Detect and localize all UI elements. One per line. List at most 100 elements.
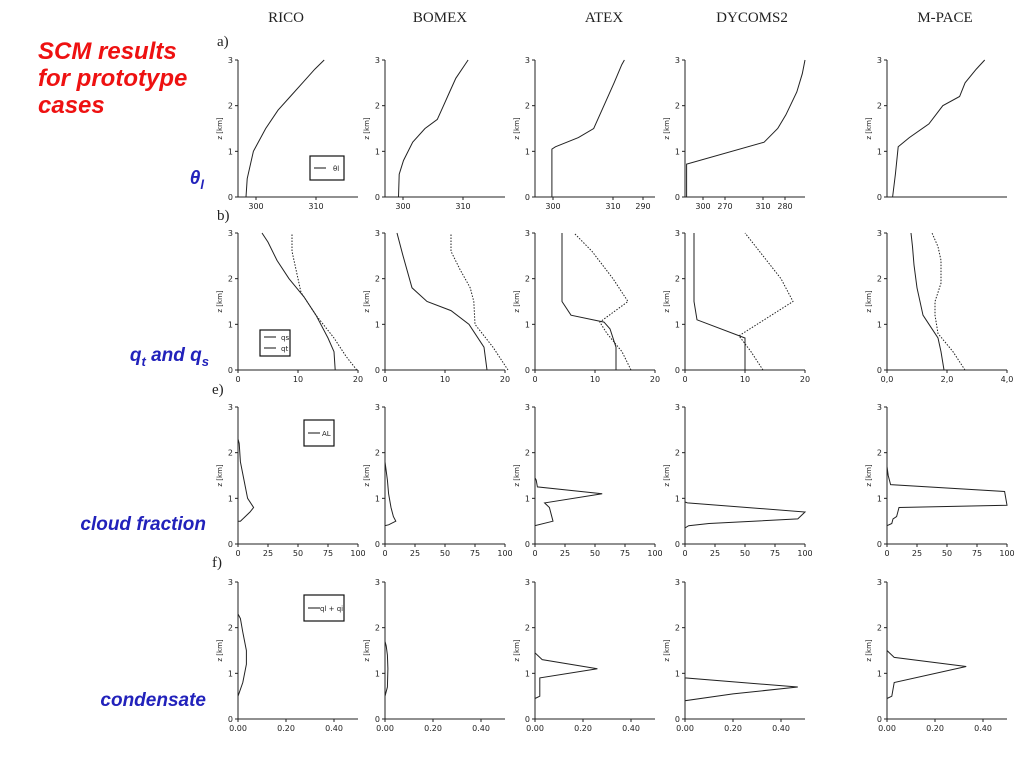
x-tick-label: 300 [695, 202, 710, 211]
y-tick-label: 3 [228, 229, 233, 238]
y-tick-label: 0 [675, 715, 680, 724]
x-tick-label: 0 [532, 375, 537, 384]
y-tick-label: 2 [228, 624, 233, 633]
y-tick-label: 0 [525, 193, 530, 202]
legend-label: qs [281, 334, 289, 342]
x-tick-label: 25 [263, 549, 273, 558]
x-tick-label: 10 [440, 375, 450, 384]
y-tick-label: 3 [877, 229, 882, 238]
series-line-qt-qs-atex-qt [561, 233, 617, 370]
x-tick-label: 0 [682, 549, 687, 558]
y-tick-label: 0 [375, 715, 380, 724]
series-line-theta-l-rico-θl [245, 59, 325, 198]
y-tick-label: 3 [375, 229, 380, 238]
y-tick-label: 2 [228, 275, 233, 284]
y-axis-label: z [km] [363, 290, 371, 313]
y-tick-label: 3 [228, 578, 233, 587]
row-label-cloud-fraction: cloud fraction [80, 514, 206, 535]
y-tick-label: 2 [877, 102, 882, 111]
legend-label: θl [333, 165, 339, 173]
y-tick-label: 2 [877, 624, 882, 633]
y-tick-label: 3 [877, 56, 882, 65]
row-label-condensate: condensate [100, 690, 206, 711]
y-tick-label: 3 [877, 403, 882, 412]
y-tick-label: 1 [877, 494, 882, 503]
y-tick-label: 0 [525, 366, 530, 375]
y-tick-label: 3 [228, 56, 233, 65]
y-tick-label: 0 [675, 540, 680, 549]
column-title-dycoms2: DYCOMS2 [716, 10, 788, 26]
x-tick-label: 100 [647, 549, 662, 558]
x-tick-label: 50 [590, 549, 600, 558]
y-axis-label: z [km] [363, 639, 371, 662]
y-tick-label: 1 [228, 494, 233, 503]
x-tick-label: 10 [590, 375, 600, 384]
column-title-m-pace: M-PACE [917, 10, 972, 26]
y-tick-label: 3 [375, 578, 380, 587]
y-tick-label: 2 [675, 624, 680, 633]
y-tick-label: 2 [877, 275, 882, 284]
y-tick-label: 0 [877, 366, 882, 375]
x-tick-label: 0.00 [229, 724, 247, 733]
y-tick-label: 3 [675, 403, 680, 412]
x-tick-label: 0.20 [277, 724, 295, 733]
y-axis-label: z [km] [865, 464, 873, 487]
x-tick-label: 0 [382, 375, 387, 384]
x-tick-label: 270 [717, 202, 732, 211]
x-tick-label: 310 [605, 202, 620, 211]
y-tick-label: 3 [525, 578, 530, 587]
x-tick-label: 0.40 [472, 724, 490, 733]
x-tick-label: 0.20 [424, 724, 442, 733]
y-tick-label: 1 [375, 494, 380, 503]
y-tick-label: 2 [525, 102, 530, 111]
y-tick-label: 0 [228, 540, 233, 549]
y-tick-label: 3 [525, 229, 530, 238]
y-axis-label: z [km] [865, 117, 873, 140]
x-tick-label: 50 [293, 549, 303, 558]
x-tick-label: 75 [972, 549, 982, 558]
series-line-condensate-dycoms2-ql+qi [684, 582, 798, 719]
y-tick-label: 1 [228, 147, 233, 156]
y-tick-label: 2 [675, 102, 680, 111]
y-tick-label: 0 [375, 193, 380, 202]
y-tick-label: 3 [675, 578, 680, 587]
y-axis-label: z [km] [216, 639, 224, 662]
y-tick-label: 2 [877, 449, 882, 458]
y-tick-label: 2 [525, 624, 530, 633]
x-tick-label: 25 [912, 549, 922, 558]
y-tick-label: 0 [675, 193, 680, 202]
x-tick-label: 290 [635, 202, 650, 211]
y-tick-label: 1 [525, 669, 530, 678]
row-letter: f) [212, 555, 222, 571]
y-axis-label: z [km] [513, 639, 521, 662]
y-tick-label: 1 [375, 147, 380, 156]
x-tick-label: 50 [440, 549, 450, 558]
y-tick-label: 2 [228, 449, 233, 458]
y-tick-label: 2 [228, 102, 233, 111]
legend-box [259, 329, 291, 357]
x-tick-label: 0.20 [574, 724, 592, 733]
legend-label: AL [322, 430, 331, 438]
row-label-qt-qs: qt and qs [129, 345, 209, 369]
series-line-qt-qs-bomex-qs [450, 233, 509, 371]
x-tick-label: 0 [235, 375, 240, 384]
y-tick-label: 3 [675, 229, 680, 238]
x-tick-label: 75 [470, 549, 480, 558]
y-axis-label: z [km] [216, 464, 224, 487]
y-axis-label: z [km] [363, 117, 371, 140]
y-tick-label: 0 [375, 540, 380, 549]
row-letter: e) [212, 382, 224, 398]
x-tick-label: 20 [500, 375, 510, 384]
x-tick-label: 100 [497, 549, 512, 558]
series-line-condensate-bomex-ql+qi [384, 582, 389, 719]
series-line-qt-qs-atex-qs [573, 232, 632, 371]
y-tick-label: 1 [675, 494, 680, 503]
x-tick-label: 25 [560, 549, 570, 558]
x-tick-label: 0.40 [325, 724, 343, 733]
y-tick-label: 0 [375, 366, 380, 375]
x-tick-label: 25 [410, 549, 420, 558]
x-tick-label: 0.00 [376, 724, 394, 733]
row-letter: a) [217, 34, 229, 50]
